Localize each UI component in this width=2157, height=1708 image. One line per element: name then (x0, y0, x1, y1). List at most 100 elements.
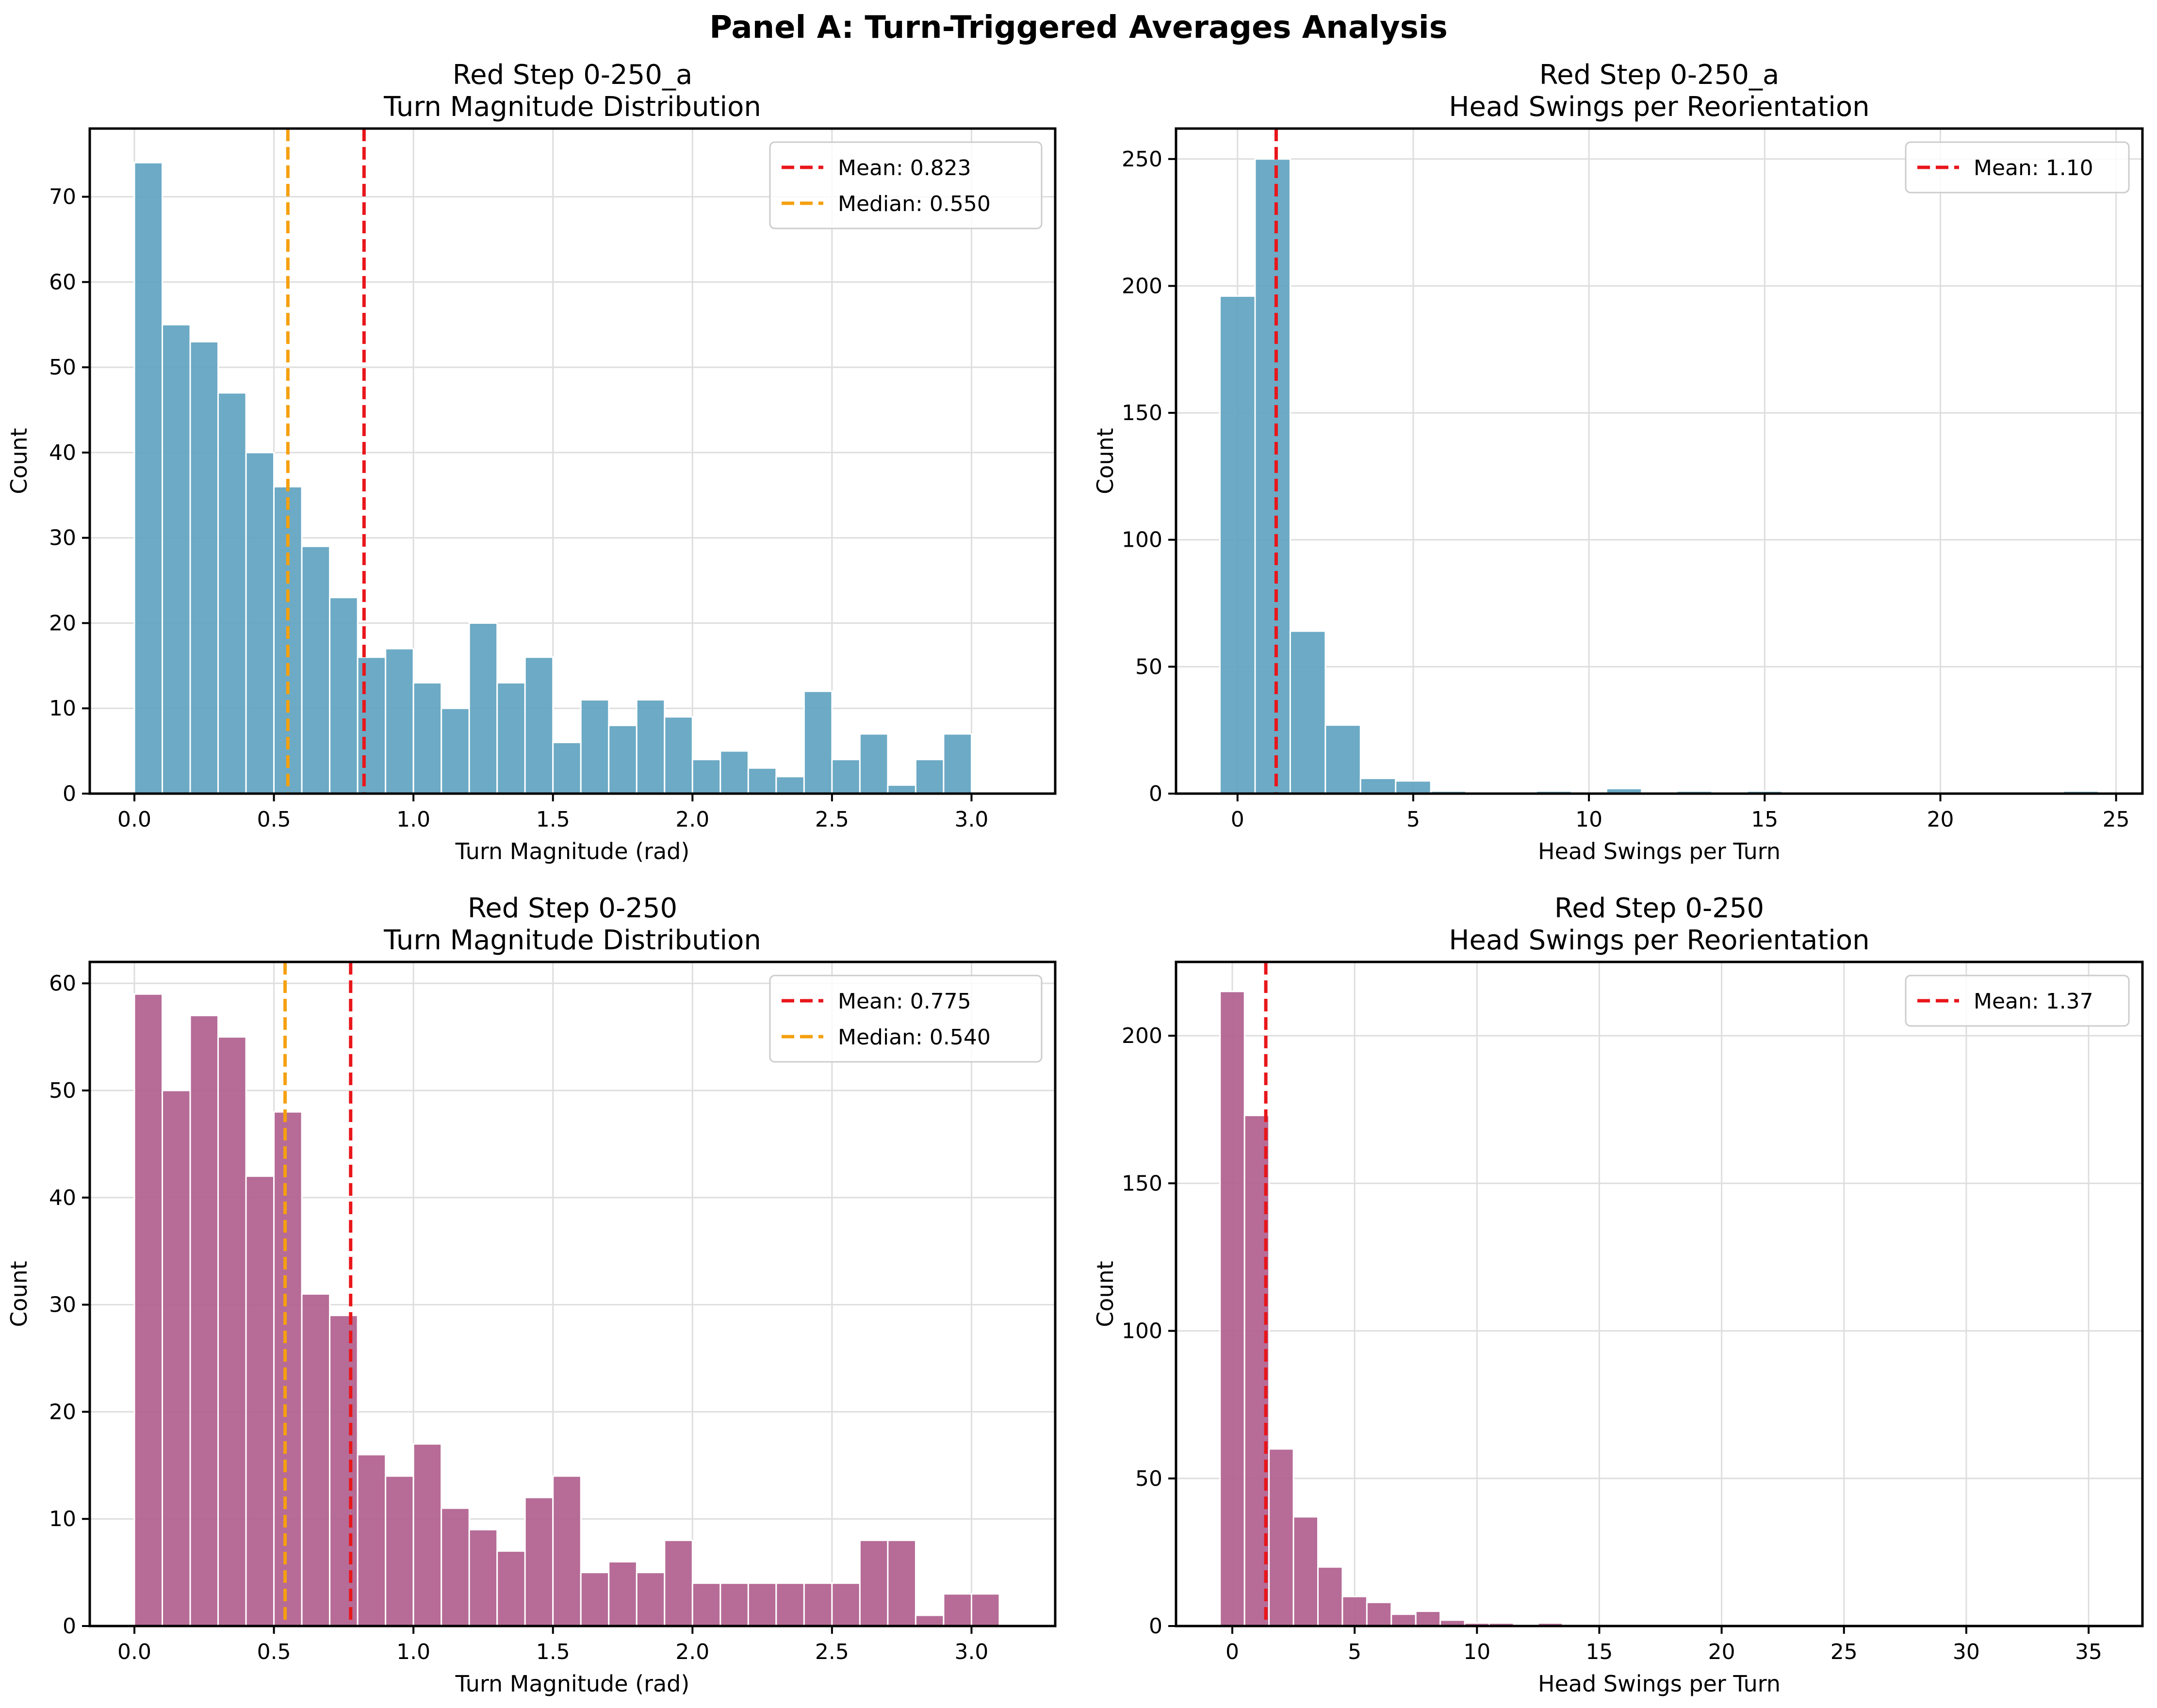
legend-label: Mean: 0.823 (838, 156, 971, 180)
x-tick-label: 15 (1751, 807, 1778, 832)
histogram-bar (133, 993, 163, 1627)
y-tick-label: 100 (1122, 528, 1162, 553)
axes-frame (1175, 960, 2144, 1627)
histogram-bar (775, 1582, 805, 1627)
histogram-bar (552, 1475, 582, 1627)
histogram-bar (608, 724, 637, 795)
y-axis-label: Count (1092, 1261, 1118, 1327)
histogram-bar (524, 1497, 554, 1627)
y-tick-label: 50 (1135, 1466, 1162, 1491)
y-tick-label: 150 (1122, 1171, 1162, 1196)
chart-title-line: Red Step 0-250_a (453, 59, 693, 91)
histogram-bar (1289, 630, 1326, 795)
histogram-bar (217, 392, 247, 795)
histogram-bar (301, 545, 331, 795)
y-tick-label: 10 (49, 1507, 76, 1531)
y-tick-label: 150 (1122, 401, 1162, 425)
y-tick-label: 200 (1122, 274, 1162, 298)
histogram-bar (1254, 158, 1291, 795)
x-tick-label: 20 (1927, 807, 1954, 832)
x-tick-label: 1.0 (396, 807, 430, 832)
histogram-bar (1415, 1610, 1441, 1627)
histogram-bar (273, 1111, 303, 1627)
legend-label: Mean: 1.37 (1974, 989, 2093, 1014)
x-tick-label: 0.5 (257, 807, 291, 832)
chart-title-line: Turn Magnitude Distribution (383, 925, 761, 956)
y-tick-label: 250 (1122, 147, 1162, 172)
histogram-bar (1324, 724, 1361, 795)
histogram-bar (831, 759, 861, 795)
x-tick-label: 2.0 (675, 1640, 709, 1664)
legend-label: Median: 0.540 (838, 1025, 991, 1050)
legend-label: Mean: 1.10 (1974, 156, 2093, 180)
y-axis-label: Count (1092, 428, 1118, 494)
histogram-bar (1292, 1516, 1319, 1627)
y-tick-label: 60 (49, 971, 76, 996)
chart-title-line: Head Swings per Reorientation (1449, 925, 1869, 956)
x-tick-label: 1.0 (396, 1640, 430, 1664)
x-tick-label: 10 (1463, 1640, 1490, 1664)
legend-label: Median: 0.550 (838, 192, 991, 216)
x-tick-label: 0.5 (257, 1640, 291, 1664)
y-tick-label: 50 (49, 1078, 76, 1103)
axes-frame (88, 960, 1057, 1627)
x-axis-label: Head Swings per Turn (1538, 1671, 1781, 1697)
histogram-bar (691, 1582, 721, 1627)
histogram-bar (803, 690, 833, 795)
histogram-bar (441, 1507, 470, 1627)
histogram-bar (301, 1293, 331, 1627)
histogram-bar (245, 452, 275, 795)
y-tick-label: 30 (49, 526, 76, 551)
histogram-bar (747, 767, 777, 795)
y-tick-label: 20 (49, 1399, 76, 1424)
x-tick-label: 1.5 (536, 1640, 570, 1664)
histogram-bar (608, 1561, 637, 1627)
histogram-bar (468, 1529, 498, 1627)
legend-box (769, 975, 1043, 1063)
chart-title-line: Red Step 0-250_a (1539, 59, 1780, 91)
chart-title-line: Red Step 0-250 (468, 893, 677, 924)
chart-panel-bottom-right: 0 5 10 15 20 25 30 35 0 50 100 150 200 Head Swings pe… (1092, 893, 2144, 1697)
histogram-bar (719, 1582, 749, 1627)
y-tick-label: 200 (1122, 1024, 1162, 1048)
y-tick-label: 70 (49, 185, 76, 210)
x-tick-label: 0 (1231, 807, 1244, 832)
histogram-bar (357, 1454, 387, 1627)
histogram-bar (943, 733, 972, 795)
histogram-bar (412, 1443, 442, 1627)
x-tick-label: 1.5 (536, 807, 570, 832)
histogram-bar (329, 1315, 359, 1627)
histogram-bar (1317, 1566, 1343, 1627)
histogram-bar (441, 707, 470, 795)
histogram-bar (496, 1550, 526, 1627)
axes-frame (88, 127, 1057, 795)
axes-frame (1175, 127, 2144, 795)
legend-box (1905, 141, 2130, 194)
histogram-bar (943, 1593, 972, 1627)
x-tick-label: 25 (2103, 807, 2130, 832)
histogram-bar (1395, 780, 1432, 795)
histogram-bar (775, 776, 805, 795)
histogram-bar (747, 1582, 777, 1627)
histogram-bar (1390, 1613, 1417, 1627)
x-tick-label: 0.0 (117, 1640, 151, 1664)
histogram-bar (691, 759, 721, 795)
chart-title-line: Turn Magnitude Distribution (383, 91, 761, 123)
y-tick-label: 50 (1135, 654, 1162, 679)
histogram-bar (357, 656, 387, 795)
histogram-bar (217, 1036, 247, 1627)
x-tick-label: 5 (1348, 1640, 1361, 1664)
histogram-bar (189, 341, 219, 795)
histogram-bar (162, 1090, 191, 1627)
y-tick-label: 0 (63, 1614, 76, 1639)
x-axis-label: Turn Magnitude (rad) (455, 1671, 690, 1697)
histogram-bar (133, 162, 163, 795)
y-tick-label: 100 (1122, 1319, 1162, 1344)
histogram-bar (468, 622, 498, 795)
histogram-bar (385, 1475, 414, 1627)
histogram-bar (664, 1539, 693, 1627)
histogram-bar (803, 1582, 833, 1627)
